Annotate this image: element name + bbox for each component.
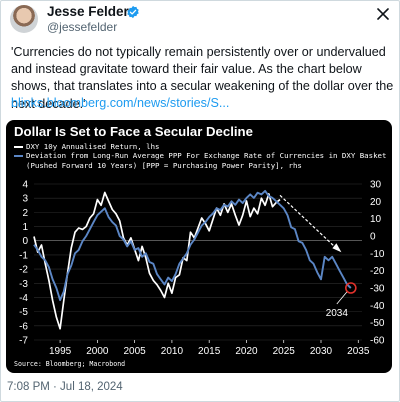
author-name[interactable]: Jesse Felder [47, 4, 129, 19]
legend-entry-dxy: DXY 10y Annualised Return, lhs [14, 142, 386, 151]
x-tick-label: 2020 [235, 346, 258, 357]
y-left-tick-label: -3 [19, 279, 28, 290]
y-left-tick-label: -6 [19, 321, 28, 332]
trend-arrow-shaft [279, 194, 338, 250]
y-left-tick-label: -5 [19, 307, 28, 318]
y-right-tick-label: 20 [370, 197, 382, 208]
y-left-tick-label: 2 [22, 208, 28, 219]
legend-swatch-white [14, 146, 23, 148]
y-left-tick-label: -2 [19, 265, 28, 276]
y-left-tick-label: 3 [22, 194, 28, 205]
chart-title: Dollar Is Set to Face a Secular Decline [14, 124, 253, 139]
legend-entry-ppp: Deviation from Long-Run Average PPP For … [14, 151, 386, 160]
avatar[interactable] [10, 5, 38, 33]
y-left-tick-label: -1 [19, 250, 28, 261]
y-right-tick-label: -50 [370, 318, 385, 329]
x-tick-label: 1995 [49, 346, 72, 357]
chart-image[interactable]: Dollar Is Set to Face a Secular Decline … [6, 120, 392, 373]
annotation-leader [336, 291, 348, 305]
x-tick-label: 2025 [273, 346, 296, 357]
x-tick-label: 2030 [310, 346, 333, 357]
series-ppp-line [33, 189, 352, 302]
y-right-tick-label: -20 [370, 266, 385, 277]
x-tick-label: 2005 [124, 346, 147, 357]
y-left-tick-label: 0 [22, 236, 28, 247]
chart-source: Source: Bloomberg; Macrobond [14, 360, 126, 368]
chart-plot: 43210-1-2-3-4-5-6-73020100-10-20-30-40-5… [19, 180, 385, 358]
tweet-timestamp[interactable]: 7:08 PM · Jul 18, 2024 [7, 381, 123, 393]
y-left-tick-label: -4 [19, 293, 28, 304]
legend-label-dxy: DXY 10y Annualised Return, lhs [26, 142, 160, 151]
x-tick-label: 2035 [347, 346, 370, 357]
close-icon[interactable] [376, 7, 390, 21]
legend-swatch-blue [14, 155, 23, 158]
legend-label-ppp: Deviation from Long-Run Average PPP For … [26, 151, 387, 161]
x-tick-label: 2010 [161, 346, 184, 357]
annotation-label: 2034 [326, 308, 349, 319]
x-tick-label: 2000 [86, 346, 109, 357]
annotation-circle [345, 282, 357, 294]
x-tick-label: 2015 [198, 346, 221, 357]
y-right-tick-label: 0 [370, 232, 376, 243]
y-right-tick-label: 10 [370, 214, 382, 225]
series-dxy-line [33, 191, 281, 330]
legend-label-ppp-continued: (Pushed Forward 10 Years) [PPP = Purchas… [26, 160, 302, 170]
y-left-tick-label: -7 [19, 336, 28, 347]
y-right-tick-label: 30 [370, 180, 382, 191]
y-right-tick-label: -30 [370, 284, 385, 295]
y-right-tick-label: -40 [370, 301, 385, 312]
y-right-tick-label: -60 [370, 336, 385, 347]
author-handle[interactable]: @jessefelder [47, 20, 118, 34]
verified-badge-icon [127, 5, 139, 19]
chart-legend: DXY 10y Annualised Return, lhs Deviation… [14, 142, 386, 170]
y-left-tick-label: 4 [22, 180, 28, 191]
y-left-tick-label: 1 [22, 222, 28, 233]
tweet-text: 'Currencies do not typically remain pers… [11, 45, 394, 111]
tweet-link[interactable]: blinks.bloomberg.com/news/stories/S... [11, 96, 230, 110]
trend-arrow-head [332, 243, 342, 253]
y-right-tick-label: -10 [370, 249, 385, 260]
